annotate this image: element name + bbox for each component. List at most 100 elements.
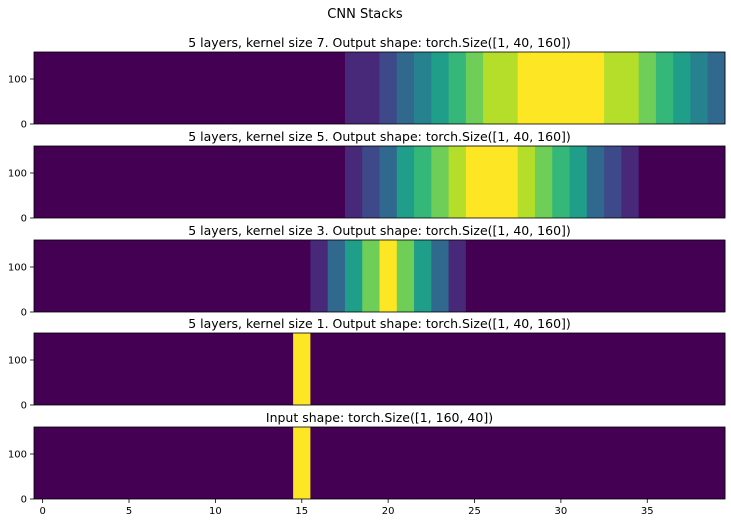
heatmap-cell: [120, 146, 139, 218]
panel-title: 5 layers, kernel size 3. Output shape: t…: [188, 223, 571, 238]
heatmap-cell: [241, 240, 259, 312]
heatmap-cell: [431, 240, 449, 312]
heatmap-cell: [448, 240, 467, 312]
heatmap-cell: [534, 52, 553, 124]
heatmap-cell: [258, 427, 277, 499]
heatmap-cell: [707, 146, 726, 218]
heatmap-cell: [224, 333, 242, 405]
x-tick-label: 35: [641, 506, 654, 517]
heatmap-cell: [189, 333, 208, 405]
heatmap-cell: [344, 240, 363, 312]
heatmap-cell: [621, 52, 640, 124]
heatmap-cell: [206, 52, 225, 124]
heatmap-cell: [258, 240, 277, 312]
heatmap-cell: [604, 333, 622, 405]
heatmap-cell: [483, 52, 501, 124]
heatmap-cell: [344, 333, 363, 405]
y-tick-label: 100: [8, 263, 27, 274]
heatmap-cell: [103, 146, 121, 218]
heatmap-cell: [552, 146, 570, 218]
heatmap-cell: [275, 333, 294, 405]
heatmap-cell: [189, 240, 208, 312]
heatmap-cell: [621, 146, 640, 218]
heatmap-cell: [258, 52, 277, 124]
heatmap-cell: [604, 146, 622, 218]
heatmap-cell: [604, 240, 622, 312]
heatmap-cell: [206, 240, 225, 312]
heatmap-cell: [344, 52, 363, 124]
heatmap-cell: [586, 146, 605, 218]
heatmap-cell: [379, 146, 398, 218]
heatmap-cell: [448, 52, 467, 124]
heatmap-cell: [275, 146, 294, 218]
panel-title: 5 layers, kernel size 7. Output shape: t…: [188, 35, 571, 50]
heatmap-cell: [690, 146, 709, 218]
heatmap-cell: [465, 427, 484, 499]
heatmap-cell: [51, 427, 69, 499]
heatmap-cell: [534, 240, 553, 312]
heatmap-cell: [414, 333, 432, 405]
axes-frame: [33, 239, 726, 313]
heatmap-cell: [172, 240, 190, 312]
panels: 5 layers, kernel size 7. Output shape: t…: [8, 35, 726, 517]
heatmap-cell: [68, 240, 87, 312]
heatmap-cell: [517, 333, 536, 405]
heatmap-cell: [120, 52, 139, 124]
heatmap-cell: [85, 240, 104, 312]
heatmap-cell: [362, 52, 380, 124]
axes-frame: [33, 51, 726, 125]
heatmap-cell: [51, 146, 69, 218]
heatmap-cell: [379, 52, 398, 124]
heatmap-cell: [517, 427, 536, 499]
heatmap-cell: [673, 427, 691, 499]
heatmap-cell: [310, 52, 329, 124]
heatmap-cell: [690, 52, 709, 124]
heatmap-cell: [310, 427, 329, 499]
figure-suptitle: CNN Stacks: [327, 7, 403, 22]
heatmap-cell: [154, 333, 173, 405]
heatmap-cell: [327, 427, 346, 499]
heatmap-cell: [638, 333, 657, 405]
heatmap-cell: [655, 52, 674, 124]
x-tick-label: 10: [209, 506, 222, 517]
heatmap-cell: [638, 240, 657, 312]
heatmap-cell: [465, 240, 484, 312]
heatmap-cell: [137, 146, 156, 218]
heatmap-cell: [569, 333, 588, 405]
heatmap-cell: [448, 333, 467, 405]
heatmap-cell: [465, 146, 484, 218]
heatmap-cell: [293, 240, 311, 312]
heatmap-cell: [137, 240, 156, 312]
heatmap-cell: [293, 52, 311, 124]
heatmap-cell: [431, 52, 449, 124]
heatmap-cell: [293, 427, 311, 499]
heatmap-cell: [655, 333, 674, 405]
heatmap-cell: [68, 146, 87, 218]
heatmap-cell: [396, 240, 415, 312]
heatmap-cell: [379, 427, 398, 499]
y-tick-label: 100: [8, 450, 27, 461]
heatmap-cell: [189, 146, 208, 218]
heatmap-cell: [431, 146, 449, 218]
heatmap-cell: [534, 146, 553, 218]
heatmap-cell: [569, 146, 588, 218]
heatmap-cell: [241, 146, 259, 218]
heatmap-cell: [586, 240, 605, 312]
heatmap-cell: [500, 146, 519, 218]
heatmap-cell: [707, 52, 726, 124]
heatmap-cell: [344, 427, 363, 499]
heatmap-cell: [500, 52, 519, 124]
heatmap-cell: [483, 240, 501, 312]
heatmap-cell: [379, 333, 398, 405]
heatmap-cell: [638, 52, 657, 124]
heatmap-cell: [85, 333, 104, 405]
heatmap-cell: [241, 333, 259, 405]
heatmap-cell: [655, 240, 674, 312]
heatmap-cell: [275, 427, 294, 499]
heatmap-cell: [586, 333, 605, 405]
heatmap-cell: [604, 427, 622, 499]
heatmap-cell: [673, 333, 691, 405]
heatmap-panel-5: Input shape: torch.Size([1, 160, 40]) 0 10…: [8, 410, 726, 517]
y-tick-label: 0: [21, 120, 27, 131]
heatmap-cell: [362, 146, 380, 218]
